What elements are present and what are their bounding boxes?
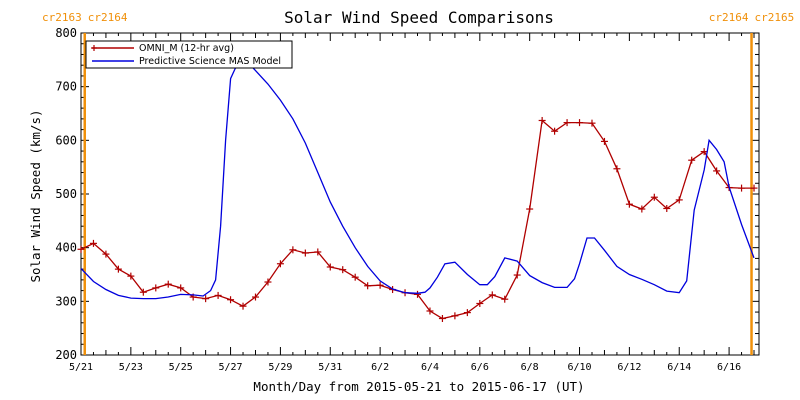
data-point-0 [276,260,284,268]
x-tick-label: 6/4 [421,362,439,373]
x-tick-label: 6/8 [521,362,539,373]
y-tick-label: 300 [55,294,77,308]
data-point-0 [214,291,222,299]
data-point-0 [114,265,122,273]
x-tick-label: 6/14 [667,362,691,373]
y-tick-label: 600 [55,133,77,147]
data-point-0 [451,312,459,320]
data-point-0 [675,196,683,204]
x-tick-label: 5/27 [219,362,243,373]
data-point-0 [326,263,334,271]
data-point-0 [426,307,434,315]
x-tick-label: 5/29 [268,362,292,373]
x-tick-label: 5/23 [119,362,143,373]
data-point-0 [713,167,721,175]
data-point-0 [463,309,471,317]
data-point-0 [127,272,135,280]
data-point-0 [314,248,322,256]
data-point-0 [301,249,309,257]
data-point-0 [139,288,147,296]
data-point-0 [688,156,696,164]
data-point-0 [526,205,534,213]
carrington-label-after: cr2164 [88,11,128,24]
data-point-0 [513,271,521,279]
data-point-0 [700,148,708,156]
data-point-0 [750,184,758,192]
data-point-0 [164,280,172,288]
series-line-1 [80,61,755,300]
data-point-0 [77,245,85,253]
data-point-0 [351,273,359,281]
x-tick-label: 6/12 [617,362,641,373]
data-point-0 [239,302,247,310]
y-tick-label: 800 [55,26,77,40]
y-tick-label: 200 [55,348,77,362]
data-point-0 [152,284,160,292]
data-point-0 [501,295,509,303]
data-point-0 [600,137,608,145]
data-point-0 [264,278,272,286]
series-group [77,61,758,323]
plot-area: 200 300 400 500 600 700 800 5/21 5/23 5/25 5/27 5/2… [55,26,760,373]
data-point-0 [738,184,746,192]
data-point-0 [376,281,384,289]
legend-box [85,40,293,69]
x-tick-label: 5/21 [69,362,93,373]
data-point-0 [89,239,97,247]
y-axis-title: Solar Wind Speed (km/s) [28,109,43,282]
carrington-label-after: cr2165 [755,11,795,24]
chart-title: Solar Wind Speed Comparisons [284,8,554,27]
x-tick-label: 6/16 [717,362,741,373]
data-point-0 [538,116,546,124]
data-point-0 [613,165,621,173]
legend: OMNI_M (12-hr avg) Predictive Science MA… [85,40,293,69]
carrington-label-before: cr2164 [709,11,749,24]
legend-label-mas: Predictive Science MAS Model [139,56,281,67]
data-point-0 [476,299,484,307]
data-point-0 [364,282,372,290]
data-point-0 [251,293,259,301]
data-point-0 [551,127,559,135]
carrington-label-before: cr2163 [42,11,82,24]
x-tick-label: 6/6 [471,362,489,373]
data-point-0 [638,205,646,213]
x-tick-label: 6/2 [371,362,389,373]
data-point-0 [576,119,584,127]
data-point-0 [650,193,658,201]
data-point-0 [488,291,496,299]
data-point-0 [663,204,671,212]
x-axis-title: Month/Day from 2015-05-21 to 2015-06-17 … [253,379,584,394]
data-point-0 [177,284,185,292]
data-point-0 [414,290,422,298]
plot-frame [80,32,760,356]
x-tick-label: 5/25 [169,362,193,373]
data-point-0 [102,250,110,258]
data-point-0 [563,119,571,127]
data-point-0 [625,200,633,208]
x-tick-label: 6/10 [567,362,591,373]
carrington-markers: cr2163 cr2164 cr2164 cr2165 [42,11,794,355]
data-point-0 [289,246,297,254]
y-tick-label: 400 [55,241,77,255]
data-point-0 [339,266,347,274]
x-tick-label: 5/31 [318,362,342,373]
series-line-0 [80,119,754,320]
data-point-0 [227,296,235,304]
y-tick-label: 700 [55,80,77,94]
data-point-0 [202,295,210,303]
legend-label-omni: OMNI_M (12-hr avg) [139,43,234,54]
data-point-0 [438,315,446,323]
y-tick-label: 500 [55,187,77,201]
data-point-0 [588,119,596,127]
